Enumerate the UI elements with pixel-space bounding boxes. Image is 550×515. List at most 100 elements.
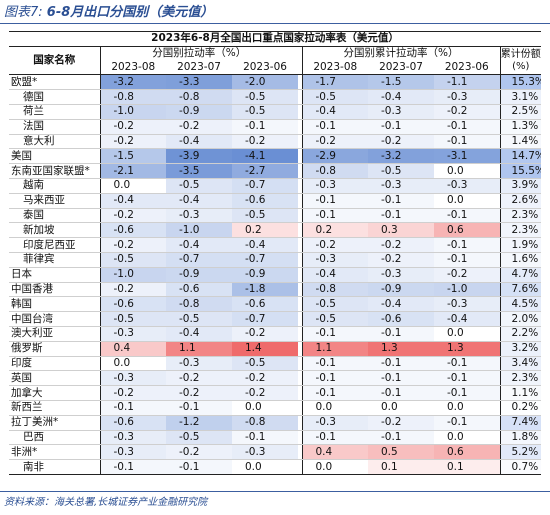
country-name-header: 国家名称 [9,46,100,76]
g2-value-2023-08: -0.1 [301,119,368,135]
g2-value-2023-08: -0.2 [301,237,368,253]
g1-value-2023-06: -0.1 [232,119,298,135]
g2-value-2023-06: -0.1 [434,237,500,253]
g2-value-2023-07: -0.3 [368,104,434,120]
share-header-line1: 累计份额 [500,48,541,60]
g2-value-2023-07: -0.4 [368,296,434,313]
share-value: 2.0% [499,311,542,327]
table-row: 马来西亚 -0.4 -0.4 -0.6 -0.1 -0.1 0.0 2.6% [9,193,542,209]
g1-value-2023-06: -1.8 [232,282,298,298]
share-value: 3.4% [499,356,542,372]
g2-value-2023-06: -0.3 [434,296,500,313]
g1-value-2023-08: -1.0 [99,267,166,283]
share-value: 2.2% [499,326,542,342]
share-value: 1.4% [499,134,542,150]
g1-value-2023-06: -0.5 [232,89,298,105]
g1-value-2023-08: -0.5 [99,311,166,327]
g1-value-2023-07: -0.5 [166,178,232,194]
g2-value-2023-06: 0.0 [434,326,500,342]
g2-value-2023-07: -0.1 [368,370,434,387]
country-name: 日本 [9,267,100,283]
column-gap [298,282,302,298]
share-value: 1.9% [499,237,542,253]
g2-value-2023-08: -0.4 [301,267,368,283]
g2-value-2023-06: -3.1 [434,148,500,165]
g2-value-2023-07: -0.2 [368,415,434,431]
g1-value-2023-07: -1.0 [166,222,232,239]
country-name: 巴西 [9,430,100,446]
share-value: 1.8% [499,430,542,446]
share-value: 1.3% [499,119,542,135]
g1-value-2023-06: -0.1 [232,430,298,446]
table-row: 英国 -0.3 -0.2 -0.2 -0.1 -0.1 -0.1 2.3% [9,370,542,387]
g2-value-2023-07: -0.2 [368,252,434,268]
g2-value-2023-08: -2.9 [301,148,368,165]
g2-value-2023-07: -0.2 [368,237,434,253]
g1-value-2023-08: -0.6 [99,296,166,313]
g1-value-2023-06: -0.6 [232,193,298,209]
g1-value-2023-06: -0.2 [232,370,298,387]
column-gap [298,104,302,120]
g1-value-2023-06: 0.0 [232,459,298,475]
column-gap [298,267,302,283]
country-name: 新西兰 [9,400,100,416]
table-row: 非洲* -0.3 -0.2 -0.3 0.4 0.5 0.6 5.2% [9,444,542,461]
g1-value-2023-06: -0.9 [232,267,298,283]
column-gap [298,326,302,342]
g2-value-2023-06: -0.1 [434,356,500,372]
country-name: 俄罗斯 [9,341,100,357]
g1-value-2023-07: -0.5 [166,311,232,327]
g1-value-2023-08: -0.3 [99,430,166,446]
country-name: 新加坡 [9,222,100,239]
table-row: 印度 0.0 -0.3 -0.5 -0.1 -0.1 -0.1 3.4% [9,356,542,372]
table-row: 巴西 -0.3 -0.5 -0.1 -0.1 -0.1 0.0 1.8% [9,430,542,446]
column-gap [298,370,302,387]
share-value: 4.5% [499,296,542,313]
g2-value-2023-06: 0.6 [434,222,500,239]
g1-value-2023-07: -0.3 [166,356,232,372]
g1-value-2023-07: -0.1 [166,459,232,475]
group1-period-2023-07: 2023-07 [166,60,232,76]
g1-value-2023-08: -0.6 [99,222,166,239]
column-gap [298,237,302,253]
table-row: 德国 -0.8 -0.8 -0.5 -0.5 -0.4 -0.3 3.1% [9,89,542,105]
g1-value-2023-07: -3.5 [166,163,232,179]
g1-value-2023-07: 1.1 [166,341,232,357]
table-body: 欧盟*-3.2-3.3-2.0-1.7-1.5-1.115.3%德国-0.8-0… [9,74,542,475]
column-gap [298,430,302,446]
g1-value-2023-06: -2.7 [232,163,298,179]
g1-value-2023-08: -0.3 [99,370,166,387]
table-row: 意大利 -0.2 -0.4 -0.2 -0.2 -0.2 -0.1 1.4% [9,134,542,150]
share-value: 15.5% [499,163,542,179]
column-gap [298,148,302,165]
period-gap [298,60,302,76]
column-gap [298,385,302,401]
g2-value-2023-08: 0.4 [301,444,368,461]
g2-value-2023-06: 0.0 [434,400,500,416]
g1-value-2023-08: 0.4 [99,341,166,357]
share-value: 2.3% [499,370,542,387]
g2-value-2023-06: -0.1 [434,370,500,387]
bottom-rule [0,491,550,492]
column-gap [298,208,302,224]
share-value: 2.6% [499,193,542,209]
g2-value-2023-08: -0.2 [301,134,368,150]
country-name: 美国 [9,148,100,165]
table-row: 拉丁美洲* -0.6 -1.2 -0.8 -0.3 -0.2 -0.1 7.4% [9,415,542,431]
g1-value-2023-06: -4.1 [232,148,298,165]
g2-value-2023-06: 0.0 [434,193,500,209]
country-name: 非洲* [9,444,100,461]
group1-header: 分国别拉动率（%） [99,46,298,61]
g2-value-2023-08: 0.0 [301,400,368,416]
table-row: 澳大利亚 -0.3 -0.4 -0.2 -0.1 -0.1 0.0 2.2% [9,326,542,342]
share-value: 7.4% [499,415,542,431]
country-name: 中国香港 [9,282,100,298]
table-row: 南非 -0.1 -0.1 0.0 0.0 0.1 0.1 0.7% [9,459,542,475]
g2-value-2023-07: 1.3 [368,341,434,357]
g2-value-2023-06: -0.2 [434,267,500,283]
g1-value-2023-08: 0.0 [99,356,166,372]
g2-value-2023-08: -0.1 [301,385,368,401]
group1-period-2023-06: 2023-06 [232,60,298,76]
g1-value-2023-06: -0.7 [232,252,298,268]
column-gap [298,178,302,194]
